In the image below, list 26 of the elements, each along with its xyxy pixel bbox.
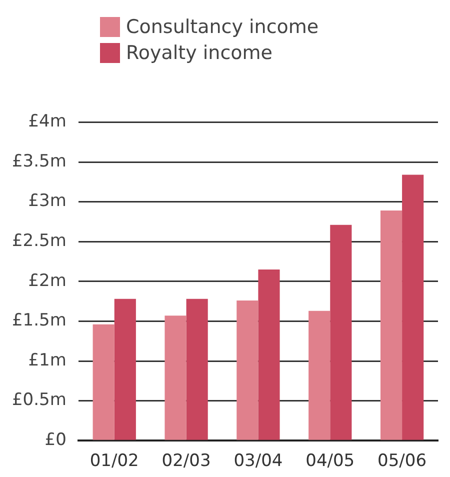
bar [402, 174, 424, 440]
y-tick-label: £3.5m [12, 151, 66, 172]
bar [380, 210, 402, 440]
bar [258, 269, 280, 440]
x-tick-label: 01/02 [90, 451, 139, 472]
y-tick-label: £4m [28, 112, 66, 132]
bar [330, 224, 352, 440]
x-tick-label: 05/06 [378, 451, 427, 472]
bar [236, 300, 258, 440]
x-tick-label: 02/03 [162, 451, 211, 472]
y-tick-label: £2.5m [12, 231, 66, 252]
bar [114, 298, 136, 440]
y-tick-label: £0.5m [12, 390, 66, 410]
x-tick-label: 04/05 [306, 451, 355, 472]
x-tick-label: 03/04 [234, 451, 283, 472]
y-tick-label: £0 [44, 430, 66, 450]
legend-label: Consultancy income [126, 15, 319, 40]
y-tick-label: £1m [28, 350, 66, 370]
bar [164, 316, 186, 440]
legend-label: Royalty income [126, 41, 272, 66]
bar [186, 298, 208, 440]
y-tick-label: £1.5m [12, 310, 66, 331]
y-tick-label: £2m [28, 270, 66, 291]
bar [92, 324, 114, 440]
bar [308, 310, 330, 440]
y-tick-label: £3m [28, 191, 66, 212]
